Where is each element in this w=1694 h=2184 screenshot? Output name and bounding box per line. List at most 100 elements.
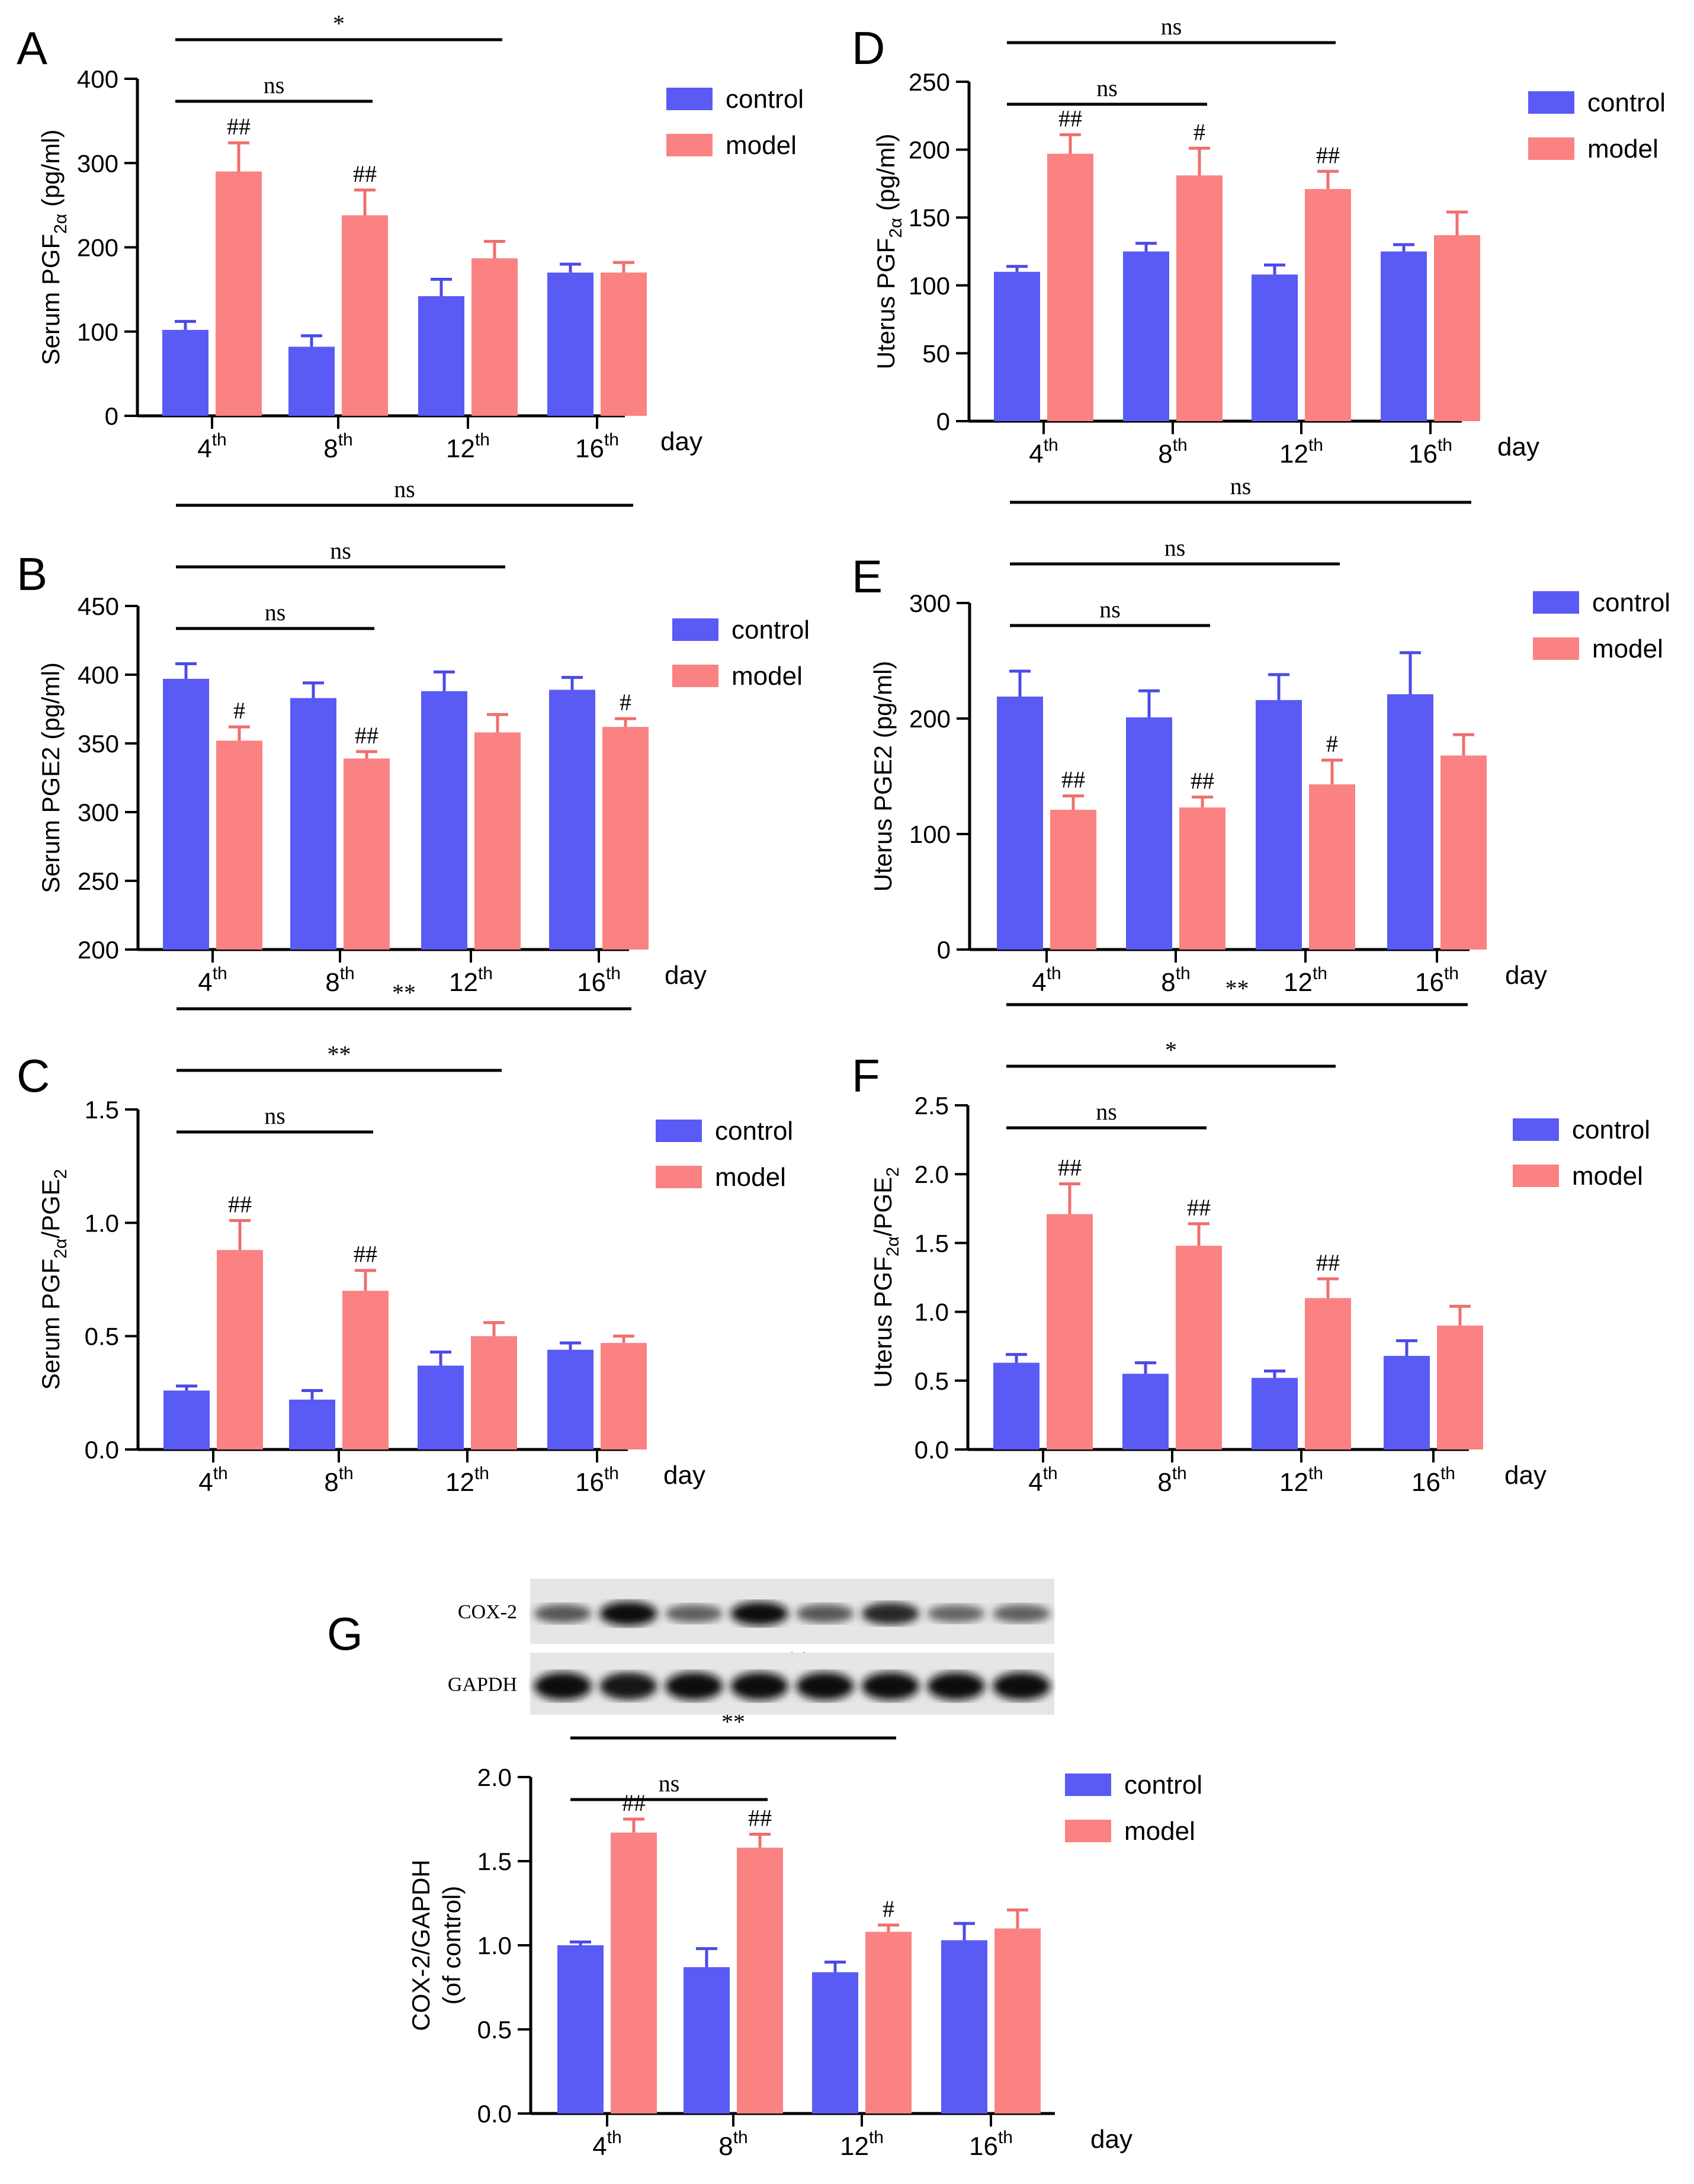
y-tick-label: 1.5: [477, 1848, 512, 1875]
significance-mark: #: [233, 697, 245, 724]
legend-label-model: model: [1587, 134, 1658, 163]
bar-control: [421, 691, 467, 950]
x-tick-num: 12: [1284, 968, 1313, 997]
y-tick-label: 0.5: [915, 1367, 949, 1395]
y-label-post: (pg/ml): [37, 129, 65, 213]
blot-band: [796, 1672, 854, 1700]
x-tick-sup: th: [1043, 1464, 1058, 1483]
panel-letter: A: [17, 22, 47, 74]
x-axis-label: day: [665, 961, 707, 990]
blot-band: [861, 1602, 920, 1625]
legend-swatch-control: [1065, 1774, 1111, 1796]
x-tick-sup: th: [1172, 1464, 1187, 1483]
x-tick-label: 12th: [445, 1464, 489, 1497]
significance-label: ns: [330, 537, 351, 564]
blot-band: [665, 1604, 723, 1623]
x-tick-label: 8th: [1161, 964, 1191, 997]
y-tick-label: 450: [78, 592, 119, 620]
bar-control: [547, 272, 593, 416]
legend-swatch-model: [666, 134, 713, 156]
y-tick-label: 2.0: [477, 1763, 512, 1791]
panel-letter: G: [327, 1608, 363, 1660]
legend-label-control: control: [1587, 88, 1666, 117]
x-tick-sup: th: [1313, 964, 1327, 983]
y-tick-label: 0.5: [85, 1323, 119, 1351]
bar-control: [1256, 700, 1302, 950]
y-tick-label: 0: [936, 408, 950, 435]
significance-mark: #: [1194, 118, 1205, 145]
x-tick-sup: th: [606, 964, 621, 983]
legend-label-model: model: [1572, 1162, 1643, 1191]
bar-model: [1047, 1214, 1093, 1449]
blot-band: [534, 1604, 592, 1623]
x-axis-label: day: [663, 1461, 705, 1490]
bar-control: [418, 296, 464, 416]
panel-letter: B: [17, 548, 47, 600]
x-tick-num: 12: [840, 2132, 869, 2161]
bar-control: [941, 1940, 987, 2114]
y-tick-label: 2.0: [915, 1160, 949, 1188]
significance-label: *: [333, 10, 345, 37]
significance-label: **: [328, 1041, 351, 1067]
bar-model: [344, 758, 390, 950]
significance-mark: #: [620, 689, 631, 716]
blot-label: COX-2: [458, 1601, 517, 1623]
legend-label-control: control: [726, 85, 804, 114]
y-axis-label: Uterus PGF2α/PGE2: [869, 1167, 903, 1388]
significance-label: ns: [264, 72, 285, 98]
bar-control: [547, 1349, 593, 1449]
bar-control: [1122, 1374, 1169, 1449]
significance-label: ns: [394, 476, 415, 502]
y-tick-label: 0: [105, 402, 118, 430]
x-tick-sup: th: [475, 430, 490, 450]
significance-mark: ##: [228, 1191, 252, 1218]
x-tick-num: 16: [1415, 968, 1444, 997]
bar-control: [162, 329, 208, 416]
y-tick-label: 1.5: [85, 1096, 119, 1124]
x-tick-label: 12th: [1279, 1464, 1323, 1497]
x-tick-label: 16th: [1415, 964, 1459, 997]
legend-swatch-control: [1528, 91, 1574, 114]
bar-control: [557, 1945, 604, 2114]
x-tick-num: 16: [577, 968, 606, 997]
panel-letter: C: [17, 1050, 50, 1102]
bar-model: [1305, 189, 1351, 421]
significance-label: ns: [659, 1770, 680, 1797]
x-tick-sup: th: [340, 964, 355, 983]
x-tick-sup: th: [1308, 1464, 1323, 1483]
x-tick-label: 16th: [1409, 435, 1452, 469]
legend-swatch-model: [656, 1166, 702, 1188]
x-tick-num: 4: [1032, 968, 1046, 997]
x-tick-label: 4th: [198, 964, 227, 997]
x-tick-num: 16: [1409, 440, 1438, 469]
x-tick-label: 8th: [718, 2128, 748, 2161]
bar-model: [1440, 755, 1487, 950]
x-tick-label: 4th: [198, 1464, 228, 1497]
bar-model: [1179, 807, 1225, 950]
bar-model: [1434, 235, 1480, 421]
bar-control: [684, 1967, 730, 2114]
bar-model: [216, 740, 262, 950]
bar-model: [602, 727, 649, 950]
y-label-post: /PGE: [869, 1177, 897, 1236]
significance-label: ns: [1096, 1098, 1117, 1125]
y-tick-label: 1.0: [915, 1298, 949, 1326]
y-tick-label: 100: [77, 318, 118, 346]
bar-model: [601, 1343, 647, 1449]
x-tick-sup: th: [1308, 435, 1323, 455]
legend-swatch-model: [1528, 137, 1574, 160]
bar-model: [1047, 153, 1093, 421]
significance-mark: ##: [1058, 1154, 1082, 1181]
x-tick-sup: th: [604, 430, 619, 450]
y-label-post: (pg/ml): [872, 133, 900, 217]
y-axis-label: Serum PGF2α (pg/ml): [37, 129, 70, 365]
legend-swatch-control: [1533, 591, 1579, 614]
x-tick-sup: th: [1438, 435, 1452, 455]
bar-model: [1176, 175, 1223, 421]
bar-model: [342, 1291, 389, 1449]
significance-mark: ##: [1316, 1249, 1340, 1276]
x-tick-sup: th: [733, 2128, 748, 2147]
